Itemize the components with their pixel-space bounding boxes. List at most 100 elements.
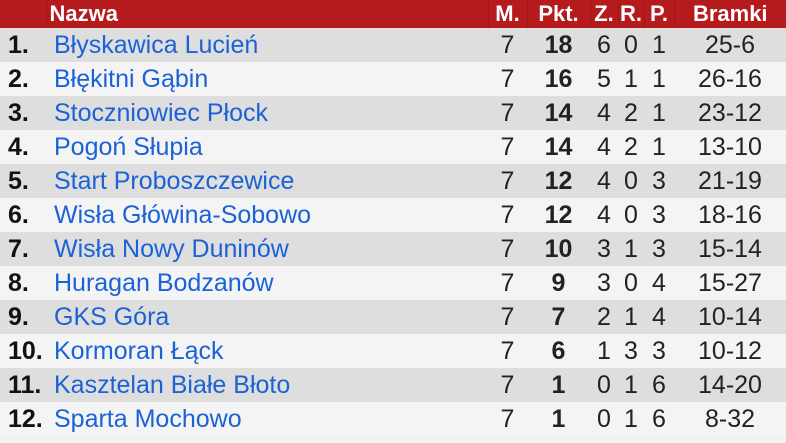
wins: 3 [590, 266, 618, 300]
matches-played: 7 [488, 300, 527, 334]
team-position: 7. [0, 232, 46, 266]
draws: 1 [618, 402, 644, 436]
table-row: 2. Błękitni Gąbin 7 16 5 1 1 26-16 [0, 62, 786, 96]
matches-played: 7 [488, 368, 527, 402]
matches-played: 7 [488, 334, 527, 368]
losses: 1 [644, 28, 674, 62]
losses: 3 [644, 334, 674, 368]
wins: 4 [590, 198, 618, 232]
goals: 18-16 [674, 198, 786, 232]
team-name-link[interactable]: Kasztelan Białe Błoto [46, 368, 488, 402]
table-row: 7. Wisła Nowy Duninów 7 10 3 1 3 15-14 [0, 232, 786, 266]
header-row: Nazwa M. Pkt. Z. R. P. Bramki [0, 0, 786, 28]
matches-played: 7 [488, 62, 527, 96]
matches-played: 7 [488, 232, 527, 266]
goals: 14-20 [674, 368, 786, 402]
goals: 8-32 [674, 402, 786, 436]
matches-played: 7 [488, 28, 527, 62]
table-row: 9. GKS Góra 7 7 2 1 4 10-14 [0, 300, 786, 334]
points: 16 [527, 62, 590, 96]
team-position: 2. [0, 62, 46, 96]
losses: 3 [644, 232, 674, 266]
team-name-link[interactable]: Wisła Główina-Sobowo [46, 198, 488, 232]
wins: 0 [590, 402, 618, 436]
team-position: 11. [0, 368, 46, 402]
draws: 2 [618, 130, 644, 164]
matches-played: 7 [488, 402, 527, 436]
team-position: 4. [0, 130, 46, 164]
wins: 4 [590, 130, 618, 164]
table-row: 6. Wisła Główina-Sobowo 7 12 4 0 3 18-16 [0, 198, 786, 232]
draws: 0 [618, 164, 644, 198]
points: 12 [527, 198, 590, 232]
losses: 3 [644, 198, 674, 232]
table-row: 5. Start Proboszczewice 7 12 4 0 3 21-19 [0, 164, 786, 198]
team-position: 10. [0, 334, 46, 368]
team-position: 6. [0, 198, 46, 232]
team-name-link[interactable]: Start Proboszczewice [46, 164, 488, 198]
team-name-link[interactable]: Sparta Mochowo [46, 402, 488, 436]
matches-played: 7 [488, 130, 527, 164]
points: 6 [527, 334, 590, 368]
points: 1 [527, 368, 590, 402]
points: 14 [527, 96, 590, 130]
losses: 1 [644, 96, 674, 130]
wins: 4 [590, 164, 618, 198]
points: 12 [527, 164, 590, 198]
goals: 21-19 [674, 164, 786, 198]
table-row: 4. Pogoń Słupia 7 14 4 2 1 13-10 [0, 130, 786, 164]
header-wins[interactable]: Z. [589, 0, 618, 28]
goals: 15-27 [674, 266, 786, 300]
team-name-link[interactable]: Stoczniowiec Płock [46, 96, 488, 130]
goals: 15-14 [674, 232, 786, 266]
team-position: 12. [0, 402, 46, 436]
goals: 10-12 [674, 334, 786, 368]
header-matches[interactable]: M. [487, 0, 527, 28]
header-name[interactable]: Nazwa [45, 0, 488, 28]
header-points[interactable]: Pkt. [526, 0, 590, 28]
table-row: 10. Kormoran Łąck 7 6 1 3 3 10-12 [0, 334, 786, 368]
wins: 3 [590, 232, 618, 266]
team-position: 1. [0, 28, 46, 62]
matches-played: 7 [488, 96, 527, 130]
team-name-link[interactable]: Huragan Bodzanów [46, 266, 488, 300]
points: 9 [527, 266, 590, 300]
team-name-link[interactable]: Błyskawica Lucień [46, 28, 488, 62]
team-name-link[interactable]: Błękitni Gąbin [46, 62, 488, 96]
matches-played: 7 [488, 164, 527, 198]
draws: 3 [618, 334, 644, 368]
team-name-link[interactable]: Wisła Nowy Duninów [46, 232, 488, 266]
draws: 0 [618, 198, 644, 232]
losses: 4 [644, 300, 674, 334]
team-name-link[interactable]: GKS Góra [46, 300, 488, 334]
wins: 4 [590, 96, 618, 130]
points: 14 [527, 130, 590, 164]
team-name-link[interactable]: Kormoran Łąck [46, 334, 488, 368]
header-goals[interactable]: Bramki [673, 0, 786, 28]
table-row: 11. Kasztelan Białe Błoto 7 1 0 1 6 14-20 [0, 368, 786, 402]
points: 10 [527, 232, 590, 266]
points: 1 [527, 402, 590, 436]
points: 7 [527, 300, 590, 334]
header-position [0, 0, 46, 28]
header-draws[interactable]: R. [617, 0, 644, 28]
draws: 0 [618, 266, 644, 300]
goals: 13-10 [674, 130, 786, 164]
wins: 2 [590, 300, 618, 334]
losses: 3 [644, 164, 674, 198]
losses: 4 [644, 266, 674, 300]
table-row: 3. Stoczniowiec Płock 7 14 4 2 1 23-12 [0, 96, 786, 130]
header-losses[interactable]: P. [643, 0, 674, 28]
table-row: 8. Huragan Bodzanów 7 9 3 0 4 15-27 [0, 266, 786, 300]
goals: 23-12 [674, 96, 786, 130]
team-name-link[interactable]: Pogoń Słupia [46, 130, 488, 164]
draws: 0 [618, 28, 644, 62]
losses: 6 [644, 402, 674, 436]
draws: 1 [618, 62, 644, 96]
points: 18 [527, 28, 590, 62]
matches-played: 7 [488, 266, 527, 300]
matches-played: 7 [488, 198, 527, 232]
wins: 5 [590, 62, 618, 96]
goals: 26-16 [674, 62, 786, 96]
